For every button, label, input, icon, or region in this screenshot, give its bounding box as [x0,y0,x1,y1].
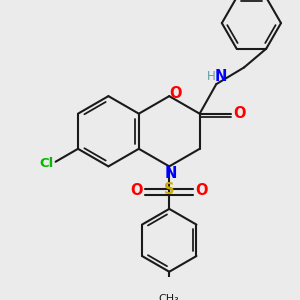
Text: S: S [164,182,175,197]
Text: O: O [195,183,208,198]
Text: N: N [215,69,227,84]
Text: O: O [169,86,182,101]
Text: O: O [233,106,246,121]
Text: H: H [206,70,215,83]
Text: CH₃: CH₃ [159,293,180,300]
Text: N: N [165,166,177,181]
Text: O: O [130,183,143,198]
Text: Cl: Cl [39,157,53,170]
